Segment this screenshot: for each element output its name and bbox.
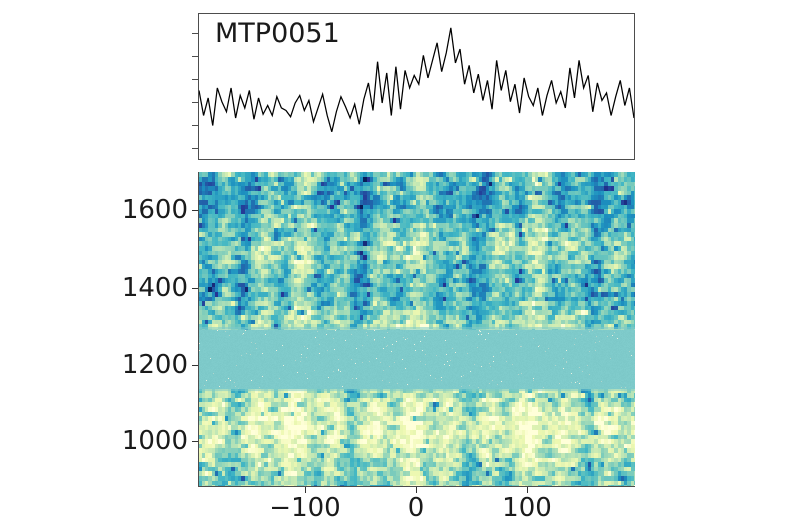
x-tick-label--100: −100 — [269, 493, 341, 523]
spectrum-line-plot — [199, 14, 634, 159]
y-tick-mark-1000 — [192, 441, 198, 443]
y-tick-label-1200: 1200 — [121, 350, 188, 380]
spectrum-title: MTP0051 — [215, 18, 340, 49]
y-tick-label-1400: 1400 — [121, 273, 188, 303]
spectrum-panel: MTP0051 — [198, 13, 635, 160]
x-tick-label-0: 0 — [407, 493, 425, 523]
y-tick-mark-1600 — [192, 210, 198, 212]
x-tick-mark-100 — [527, 487, 529, 493]
x-tick-label-100: 100 — [502, 493, 552, 523]
spectrum-minor-tick-4 — [192, 125, 198, 127]
spectrum-minor-tick-1 — [192, 56, 198, 58]
spectrum-minor-tick-5 — [192, 148, 198, 150]
y-tick-mark-1200 — [192, 365, 198, 367]
x-tick-mark--100 — [305, 487, 307, 493]
heatmap-image — [198, 172, 635, 487]
y-tick-label-1000: 1000 — [121, 426, 188, 456]
spectrum-minor-tick-0 — [192, 33, 198, 35]
heatmap-panel — [198, 172, 635, 487]
y-tick-mark-1400 — [192, 288, 198, 290]
spectrum-minor-tick-3 — [192, 102, 198, 104]
x-tick-mark-0 — [416, 487, 418, 493]
y-tick-label-1600: 1600 — [121, 195, 188, 225]
spectrum-minor-tick-2 — [192, 79, 198, 81]
